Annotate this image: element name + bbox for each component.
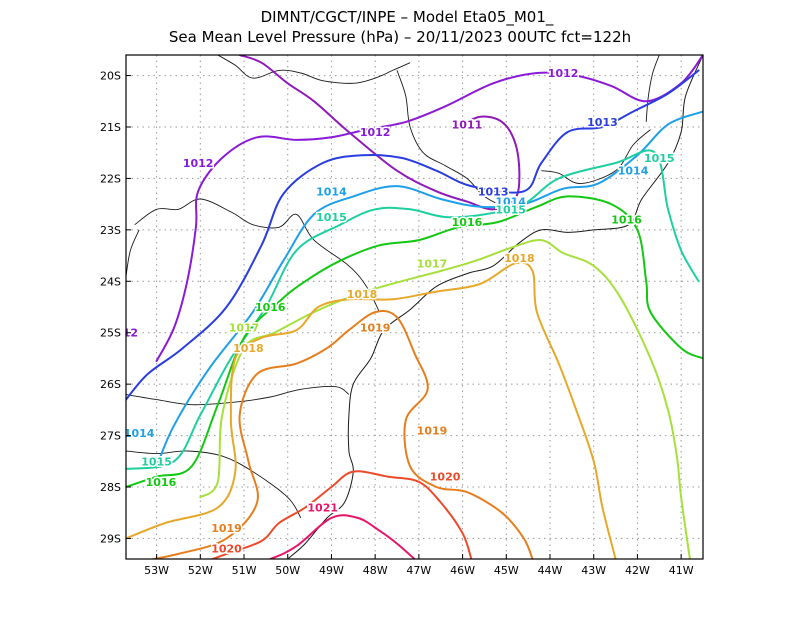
isobar-label: 1015: [141, 455, 172, 468]
isobar-label: 1014: [124, 427, 155, 440]
isobar-label: 1016: [611, 214, 642, 227]
isobar-1014: [155, 110, 703, 468]
isobar-labels: 1011101210121012121013101310141014101410…: [123, 66, 676, 558]
isobar-1012: [155, 55, 703, 362]
state-border: [541, 129, 651, 185]
isobars: [126, 55, 703, 559]
x-tick-label: 50W: [275, 564, 300, 577]
isobar-label: 1011: [452, 118, 483, 131]
isobar-1021: [267, 514, 416, 559]
coastline-line: [287, 55, 703, 559]
isobar-label: 1014: [495, 196, 526, 209]
y-tick-label: 24S: [100, 275, 121, 288]
isobar-label: 1014: [618, 165, 649, 178]
coastline: [287, 55, 703, 559]
isobar-1017: [199, 239, 691, 559]
plot-frame: [125, 54, 704, 560]
isobar-label: 1012: [183, 157, 214, 170]
isobar-1013: [126, 69, 700, 401]
plot-area: 1011101210121012121013101310141014101410…: [123, 55, 703, 559]
isobar-label: 12: [123, 327, 138, 340]
x-tick-label: 51W: [232, 564, 257, 577]
isobar-label: 1018: [504, 252, 535, 265]
isobar-label: 1018: [347, 288, 378, 301]
x-tick-label: 42W: [625, 564, 650, 577]
isobar-label: 1015: [495, 203, 526, 216]
isobar-label: 1012: [548, 67, 579, 80]
y-tick-label: 20S: [100, 70, 121, 83]
x-tick-label: 45W: [494, 564, 519, 577]
isobar-label: 1017: [229, 322, 260, 335]
title-line-1: DIMNT/CGCT/INPE – Model Eta05_M01_: [261, 8, 554, 27]
y-tick-label: 29S: [100, 532, 121, 545]
state-border: [645, 55, 660, 122]
x-tick-label: 46W: [450, 564, 475, 577]
y-tick-label: 21S: [100, 121, 121, 134]
x-tick-label: 43W: [581, 564, 606, 577]
state-border: [396, 70, 524, 208]
isobar-label: 1018: [233, 342, 264, 355]
isobar-label: 1012: [360, 126, 391, 139]
state-borders: [126, 55, 660, 519]
isobar-label: 1016: [146, 476, 177, 489]
y-tick-label: 26S: [100, 378, 121, 391]
isobar-1018: [126, 261, 617, 559]
x-tick-label: 53W: [144, 564, 169, 577]
isobar-label: 1017: [417, 257, 448, 270]
x-tick-label: 49W: [319, 564, 344, 577]
isobar-label: 1019: [360, 322, 391, 335]
x-tick-label: 41W: [669, 564, 694, 577]
isobar-label: 1016: [452, 216, 483, 229]
isobar-label: 1015: [644, 152, 675, 165]
x-tick-label: 52W: [188, 564, 213, 577]
y-tick-label: 23S: [100, 224, 121, 237]
isobar-label: 1013: [478, 185, 509, 198]
y-tick-label: 27S: [100, 430, 121, 443]
isobar-label: 1021: [307, 502, 338, 515]
isobar-label: 1019: [417, 424, 448, 437]
isobar-1016: [126, 195, 703, 488]
isobar-label: 1019: [211, 522, 242, 535]
y-tick-label: 28S: [100, 481, 121, 494]
isobar-label: 1016: [255, 301, 286, 314]
state-border: [126, 450, 302, 519]
state-border: [126, 229, 140, 277]
x-tick-label: 44W: [538, 564, 563, 577]
isobar-1020: [209, 470, 473, 559]
x-axis: 53W 52W 51W 50W 49W 48W 47W 46W 45W 44W 43W 42W 41W: [144, 554, 694, 577]
x-tick-label: 47W: [406, 564, 431, 577]
gridlines: [126, 55, 703, 559]
isobar-label: 1020: [211, 543, 242, 556]
state-border: [134, 198, 380, 313]
x-tick-label: 48W: [363, 564, 388, 577]
state-border: [217, 55, 411, 84]
isobar-1015: [126, 149, 700, 470]
isobar-1011: [238, 55, 521, 211]
y-tick-label: 25S: [100, 327, 121, 340]
title-line-2: Sea Mean Level Pressure (hPa) – 20/11/20…: [169, 28, 631, 46]
isobar-label: 1020: [430, 471, 461, 484]
y-tick-label: 22S: [100, 172, 121, 185]
y-axis: 20S 21S 22S 23S 24S 25S 26S 27S 28S 29S: [100, 70, 131, 545]
state-border: [126, 386, 350, 406]
isobar-label: 1013: [587, 116, 618, 129]
isobar-label: 1014: [316, 185, 347, 198]
isobar-label: 1015: [316, 211, 347, 224]
isobar-1019: [148, 310, 534, 559]
